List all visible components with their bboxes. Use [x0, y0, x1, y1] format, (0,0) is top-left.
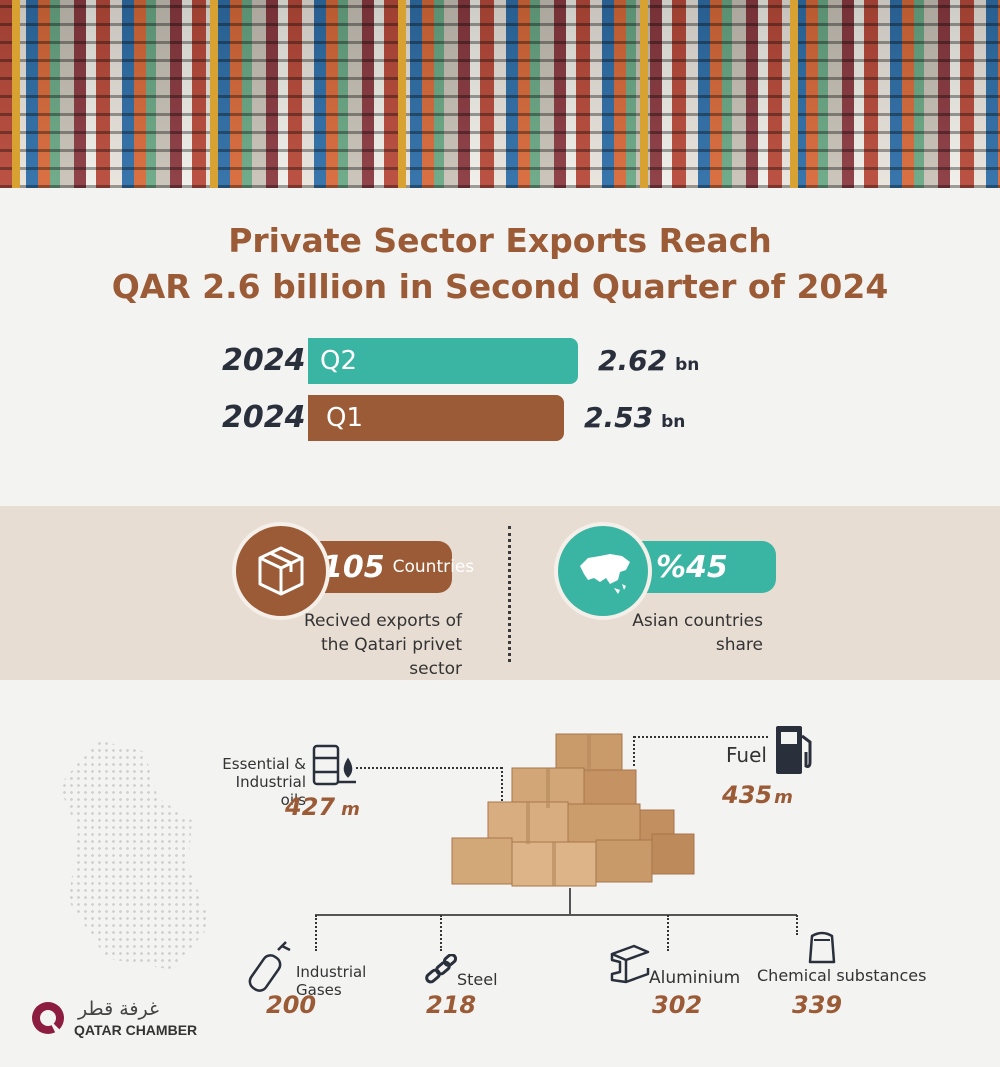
steel-chain-icon — [425, 954, 458, 984]
aluminium-value: 302 — [652, 991, 703, 1019]
connector-line — [501, 767, 503, 801]
bar-q2 — [308, 338, 578, 384]
oils-label: Essential & Industrial oils — [206, 755, 306, 809]
logo-arabic-text: غرفة قطر — [78, 998, 159, 1020]
countries-caption-line-1: Recived exports of — [303, 611, 462, 631]
asia-caption-line-1: Asian countries — [632, 611, 763, 631]
gases-label-line-2: Gases — [296, 981, 342, 999]
bar-value-label: 2.53 bn — [584, 401, 685, 434]
crane-graphic — [790, 0, 798, 188]
fuel-pump-icon — [776, 726, 812, 774]
box-icon — [232, 522, 330, 620]
bar-year-label: 2024 — [222, 343, 306, 378]
crane-graphic — [12, 0, 20, 188]
fuel-value: 435 — [722, 781, 773, 809]
tree-connector — [569, 888, 571, 915]
oil-barrel-icon — [312, 744, 356, 786]
countries-caption-line-2: the Qatari privet sector — [321, 635, 462, 679]
aluminium-label: Aluminium — [649, 968, 741, 988]
aluminium-beam-icon — [610, 944, 650, 984]
oils-unit: m — [341, 799, 360, 820]
fuel-value-label: 435 m — [722, 781, 793, 809]
countries-unit: Countries — [392, 557, 475, 577]
countries-caption: Recived exports of the Qatari privet sec… — [300, 609, 462, 681]
oils-label-line-2: Industrial oils — [235, 773, 306, 809]
bar-unit: bn — [675, 355, 700, 375]
gases-label: Industrial Gases — [296, 963, 366, 999]
countries-value: 105 — [322, 549, 385, 585]
title-line-2: QAR 2.6 billion in Second Quarter of 202… — [111, 267, 889, 306]
stats-band — [0, 506, 1000, 680]
crane-graphic — [640, 0, 648, 188]
fuel-unit: m — [774, 787, 793, 808]
page-title: Private Sector Exports Reach QAR 2.6 bil… — [0, 218, 1000, 310]
bar-year-label: 2024 — [222, 400, 306, 435]
connector-line — [796, 915, 798, 935]
hero-container-port-photo — [0, 0, 1000, 188]
oils-label-line-1: Essential & — [222, 755, 306, 773]
gas-cylinder-icon — [248, 941, 291, 992]
bar-value: 2.62 — [598, 344, 668, 377]
qatar-map-dots — [59, 740, 211, 970]
gases-label-line-1: Industrial — [296, 963, 367, 981]
chemical-label: Chemical substances — [757, 966, 927, 985]
bar-q1 — [308, 395, 564, 441]
connector-line — [634, 736, 768, 738]
bar-quarter-label: Q2 — [320, 346, 358, 376]
steel-value: 218 — [426, 991, 477, 1019]
crane-graphic — [398, 0, 406, 188]
bar-unit: bn — [661, 412, 686, 432]
oils-value: 427 — [285, 793, 336, 821]
asia-map-icon — [554, 522, 652, 620]
bar-quarter-label: Q1 — [326, 403, 364, 433]
fuel-label: Fuel — [726, 743, 767, 767]
oils-value-label: 427 m — [285, 793, 360, 821]
chemical-value: 339 — [792, 991, 843, 1019]
connector-line — [440, 915, 442, 951]
chemical-sack-icon — [808, 931, 836, 964]
connector-line — [633, 736, 635, 766]
connector-line — [356, 767, 502, 769]
gases-value: 200 — [266, 991, 317, 1019]
title-line-1: Private Sector Exports Reach — [228, 221, 772, 260]
connector-line — [315, 915, 317, 951]
boxes-pile-icon — [451, 733, 695, 887]
stats-divider — [508, 526, 511, 662]
logo-english-text: QATAR CHAMBER — [74, 1022, 198, 1038]
qatar-chamber-logo-mark — [32, 1002, 64, 1034]
asia-caption-line-2: share — [715, 635, 763, 655]
asia-caption: Asian countries share — [600, 609, 763, 657]
connector-line — [667, 915, 669, 951]
bar-value-label: 2.62 bn — [598, 344, 699, 377]
steel-label: Steel — [457, 970, 498, 989]
tree-connector — [315, 914, 797, 916]
crane-graphic — [210, 0, 218, 188]
asia-value: %45 — [656, 549, 728, 585]
hero-separator — [0, 188, 1000, 194]
bar-value: 2.53 — [584, 401, 654, 434]
